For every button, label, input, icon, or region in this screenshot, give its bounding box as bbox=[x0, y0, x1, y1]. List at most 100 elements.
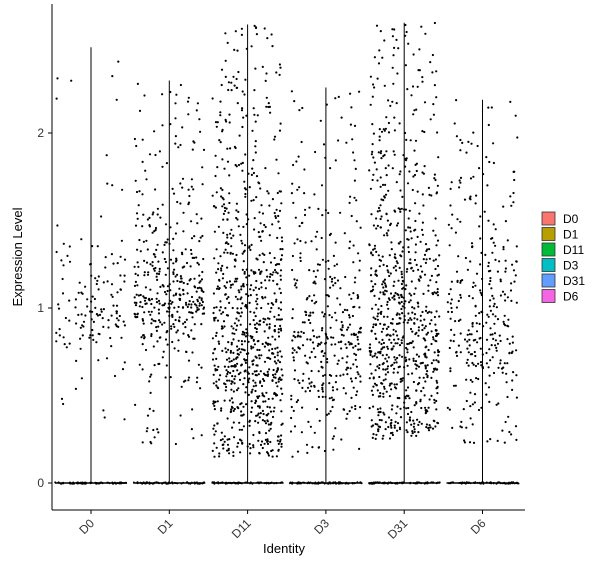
expression-point bbox=[135, 212, 139, 215]
expression-point bbox=[489, 438, 492, 441]
expression-point bbox=[97, 288, 100, 291]
expression-point bbox=[430, 394, 433, 397]
expression-point bbox=[455, 270, 459, 273]
expression-point bbox=[176, 279, 179, 283]
expression-point bbox=[329, 275, 332, 278]
expression-point bbox=[261, 212, 265, 215]
expression-point bbox=[333, 354, 336, 357]
expression-point bbox=[501, 429, 504, 432]
expression-point bbox=[158, 362, 161, 365]
expression-point bbox=[266, 440, 269, 443]
expression-point bbox=[375, 217, 378, 220]
expression-point bbox=[192, 337, 195, 340]
expression-point bbox=[378, 135, 381, 138]
expression-point bbox=[278, 190, 281, 193]
expression-point bbox=[293, 278, 296, 281]
expression-point bbox=[435, 399, 438, 403]
expression-point bbox=[393, 153, 396, 156]
expression-point bbox=[297, 379, 300, 382]
expression-point bbox=[379, 291, 382, 294]
expression-point bbox=[164, 338, 168, 341]
expression-point bbox=[388, 338, 391, 341]
legend-label-D31: D31 bbox=[563, 274, 585, 288]
expression-point bbox=[278, 440, 282, 443]
expression-point bbox=[378, 363, 381, 367]
expression-point bbox=[272, 368, 275, 372]
expression-point bbox=[346, 355, 349, 358]
expression-point bbox=[277, 380, 280, 383]
expression-point bbox=[418, 376, 421, 379]
expression-point bbox=[136, 217, 139, 220]
expression-point bbox=[448, 408, 451, 411]
expression-point bbox=[150, 334, 153, 338]
expression-point bbox=[55, 340, 58, 343]
expression-point bbox=[359, 226, 362, 229]
expression-point bbox=[295, 160, 298, 163]
expression-point bbox=[449, 302, 452, 305]
expression-point bbox=[162, 350, 165, 353]
expression-point bbox=[382, 327, 385, 330]
expression-point bbox=[469, 391, 472, 394]
expression-point bbox=[212, 292, 215, 295]
expression-point bbox=[295, 351, 298, 354]
expression-point bbox=[341, 324, 344, 327]
expression-point bbox=[279, 324, 282, 327]
expression-point bbox=[306, 451, 309, 454]
expression-point bbox=[228, 192, 231, 195]
expression-point bbox=[239, 451, 242, 454]
expression-point bbox=[372, 385, 375, 388]
expression-point bbox=[68, 319, 71, 322]
expression-point bbox=[400, 300, 403, 304]
expression-point bbox=[328, 373, 331, 377]
expression-point bbox=[382, 293, 385, 296]
expression-point bbox=[486, 440, 489, 443]
expression-point bbox=[169, 376, 172, 379]
expression-point bbox=[371, 355, 374, 358]
expression-point bbox=[467, 329, 470, 332]
expression-point bbox=[239, 403, 242, 406]
expression-point bbox=[504, 267, 507, 270]
expression-point bbox=[223, 382, 226, 385]
expression-point bbox=[309, 338, 312, 341]
expression-point bbox=[376, 389, 379, 392]
expression-point bbox=[336, 362, 339, 365]
expression-point bbox=[380, 150, 383, 153]
expression-point bbox=[475, 330, 479, 333]
expression-point bbox=[78, 281, 81, 284]
expression-point bbox=[398, 365, 401, 368]
expression-point bbox=[411, 372, 414, 375]
expression-point bbox=[359, 375, 362, 378]
expression-point bbox=[238, 312, 241, 315]
expression-point bbox=[404, 64, 407, 67]
expression-point bbox=[329, 286, 332, 289]
expression-point bbox=[189, 265, 192, 268]
expression-point bbox=[300, 431, 303, 434]
expression-point bbox=[157, 308, 160, 311]
expression-point bbox=[502, 205, 505, 208]
expression-point bbox=[313, 280, 316, 283]
expression-point bbox=[144, 286, 147, 289]
expression-point bbox=[268, 323, 271, 326]
expression-point bbox=[273, 256, 276, 260]
expression-point bbox=[242, 405, 245, 408]
x-tick-label: D11 bbox=[229, 516, 254, 541]
expression-point bbox=[515, 245, 518, 248]
expression-point bbox=[405, 30, 408, 34]
expression-point bbox=[237, 339, 240, 342]
expression-point bbox=[267, 192, 270, 195]
expression-point bbox=[384, 357, 387, 360]
expression-point bbox=[331, 277, 334, 281]
expression-point bbox=[244, 361, 247, 364]
expression-point bbox=[165, 162, 168, 165]
expression-point bbox=[406, 431, 409, 434]
expression-point bbox=[357, 295, 360, 298]
expression-point bbox=[225, 281, 229, 284]
expression-point bbox=[269, 357, 272, 360]
expression-point bbox=[508, 351, 511, 354]
expression-point bbox=[411, 330, 414, 333]
expression-point bbox=[422, 386, 425, 389]
expression-point bbox=[456, 218, 459, 221]
expression-point bbox=[279, 66, 282, 69]
expression-point bbox=[451, 426, 454, 429]
expression-point bbox=[493, 302, 496, 305]
